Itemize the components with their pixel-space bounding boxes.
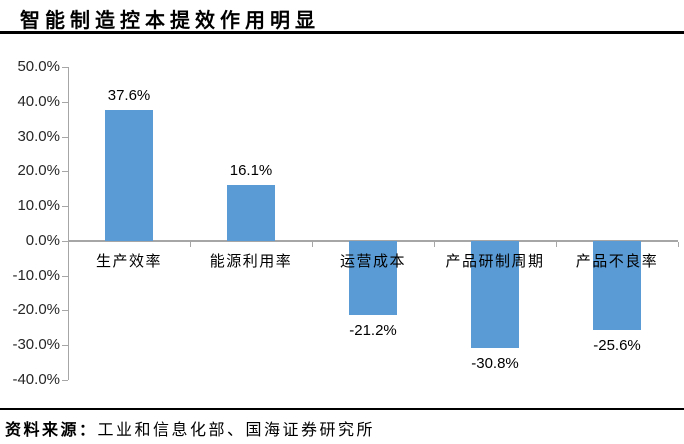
x-axis-tick <box>312 241 313 247</box>
bar <box>349 240 397 315</box>
y-axis-tick <box>62 275 68 277</box>
y-tick-label: -30.0% <box>12 336 60 354</box>
y-axis-tick <box>62 136 68 138</box>
category-label: 产品不良率 <box>575 251 659 270</box>
bar-value-label: -25.6% <box>593 336 641 354</box>
source-prefix-label: 资料来源： <box>5 420 98 439</box>
bar <box>105 110 153 241</box>
category-label: 运营成本 <box>339 251 407 270</box>
y-axis-tick <box>62 380 68 381</box>
bar-value-label: -30.8% <box>471 355 519 372</box>
x-axis-tick <box>434 241 435 247</box>
category-label: 生产效率 <box>95 251 163 270</box>
y-axis-tick <box>62 171 68 173</box>
y-tick-label: -40.0% <box>12 371 60 388</box>
y-tick-label: 50.0% <box>17 58 60 75</box>
x-axis-tick <box>68 241 69 247</box>
bar <box>471 240 519 348</box>
chart-title: 智能制造控本提效作用明显 <box>20 8 320 32</box>
category-label: 产品研制周期 <box>445 251 545 270</box>
y-tick-label: 10.0% <box>17 197 60 215</box>
y-axis-tick <box>62 67 68 68</box>
source-note: 资料来源：工业和信息化部、国海证券研究所 <box>5 416 375 440</box>
y-axis-tick <box>62 101 68 103</box>
bar <box>227 184 275 241</box>
source-text: 工业和信息化部、国海证券研究所 <box>97 420 376 439</box>
y-axis-tick <box>62 345 68 347</box>
y-tick-label: -20.0% <box>12 301 60 319</box>
x-axis-tick <box>190 241 191 247</box>
y-tick-label: 20.0% <box>17 162 60 180</box>
y-axis-line <box>68 67 69 380</box>
y-tick-label: 40.0% <box>17 92 60 110</box>
bar <box>593 240 641 330</box>
category-label: 能源利用率 <box>209 251 293 270</box>
x-axis-tick <box>678 241 679 247</box>
y-tick-label: 30.0% <box>17 127 60 145</box>
footer-rule <box>0 408 684 410</box>
y-axis-tick <box>62 240 68 242</box>
bar-value-label: 16.1% <box>229 161 273 179</box>
bar-value-label: -21.2% <box>349 321 397 339</box>
x-axis-line <box>68 239 678 242</box>
y-axis-tick <box>62 206 68 208</box>
y-tick-label: -10.0% <box>12 266 60 284</box>
y-tick-label: 0.0% <box>25 231 60 249</box>
x-axis-tick <box>556 241 557 247</box>
bar-value-label: 37.6% <box>107 87 151 105</box>
y-axis-tick <box>62 310 68 312</box>
title-underline-rule <box>0 31 684 34</box>
